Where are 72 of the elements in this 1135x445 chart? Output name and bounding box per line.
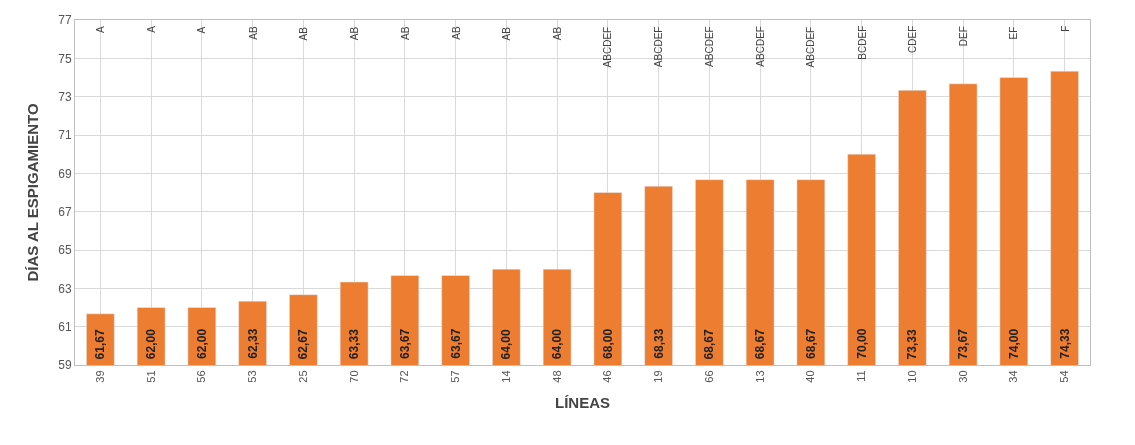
x-tick-label: 14 xyxy=(499,370,512,383)
annotation: AB xyxy=(399,26,411,40)
data-label: 64,00 xyxy=(499,329,514,360)
data-label: 63,67 xyxy=(448,328,463,359)
data-label: 73,33 xyxy=(905,329,920,360)
data-label: 62,00 xyxy=(144,328,159,360)
data-label: 62,33 xyxy=(245,328,260,359)
annotation: F xyxy=(1059,25,1071,32)
x-tick-label: 56 xyxy=(195,370,208,383)
annotation: AB xyxy=(298,26,310,41)
x-tick-label: 19 xyxy=(652,370,665,383)
x-tick-label: 30 xyxy=(956,370,969,383)
y-tick-label: 73 xyxy=(58,89,72,104)
data-label: 73,67 xyxy=(956,328,971,360)
data-label: 74,00 xyxy=(1006,328,1021,359)
annotation: BCDEF xyxy=(856,25,868,60)
annotation: AB xyxy=(501,26,513,41)
x-axis-title: LÍNEAS xyxy=(554,393,611,411)
data-label: 68,33 xyxy=(651,328,666,359)
annotation: ABCDEF xyxy=(805,26,817,68)
x-tick-label: 48 xyxy=(550,370,563,383)
x-tick-label: 13 xyxy=(753,370,766,383)
x-tick-label: 11 xyxy=(855,370,868,382)
data-label: 68,67 xyxy=(803,328,818,359)
y-tick-label: 59 xyxy=(58,358,72,373)
y-tick-label: 67 xyxy=(58,204,72,219)
data-label: 70,00 xyxy=(854,328,869,359)
annotation: ABCDEF xyxy=(754,26,766,67)
x-tick-label: 72 xyxy=(398,370,411,383)
y-tick-label: 69 xyxy=(58,166,72,181)
annotation: AB xyxy=(450,25,462,40)
annotation: AB xyxy=(349,26,361,41)
annotation: ABCDEF xyxy=(602,26,614,68)
x-tick-label: 46 xyxy=(601,370,614,383)
x-tick-label: 66 xyxy=(702,370,715,383)
x-tick-label: 57 xyxy=(449,370,462,383)
x-tick-label: 53 xyxy=(246,370,259,383)
y-tick-label: 61 xyxy=(58,319,72,334)
data-label: 62,67 xyxy=(296,329,311,360)
annotation: ABCDEF xyxy=(653,26,665,68)
annotation: AB xyxy=(247,25,259,40)
annotation: A xyxy=(145,25,157,33)
annotation: AB xyxy=(552,26,564,41)
data-label: 68,00 xyxy=(600,328,615,359)
x-tick-label: 10 xyxy=(905,370,918,383)
y-tick-label: 63 xyxy=(58,281,72,296)
x-tick-label: 34 xyxy=(1007,370,1020,383)
y-tick-label: 71 xyxy=(58,128,72,143)
x-tick-label: 40 xyxy=(804,370,817,383)
annotation: DEF xyxy=(958,26,970,47)
data-label: 63,33 xyxy=(347,328,362,360)
x-tick-label: 51 xyxy=(144,370,157,383)
annotation: CDEF xyxy=(906,25,918,53)
x-tick-label: 25 xyxy=(296,370,309,383)
x-tick-label: 39 xyxy=(93,370,106,383)
data-label: 68,67 xyxy=(753,328,768,360)
data-label: 61,67 xyxy=(93,329,108,360)
data-label: 63,67 xyxy=(397,328,412,359)
x-tick-label: 70 xyxy=(347,370,360,383)
x-tick-label: 54 xyxy=(1058,370,1071,383)
y-axis-title: DÍAS AL ESPIGAMIENTO xyxy=(24,103,42,282)
data-label: 74,33 xyxy=(1057,328,1072,359)
annotation: A xyxy=(94,25,106,33)
annotation: ABCDEF xyxy=(703,26,715,67)
annotation: A xyxy=(196,26,208,34)
y-tick-label: 65 xyxy=(58,243,72,258)
y-tick-label: 75 xyxy=(58,51,72,66)
y-tick-label: 77 xyxy=(58,13,72,28)
data-label: 62,00 xyxy=(194,328,209,359)
data-label: 64,00 xyxy=(550,328,565,360)
data-label: 68,67 xyxy=(702,329,717,360)
annotation: EF xyxy=(1008,26,1020,40)
